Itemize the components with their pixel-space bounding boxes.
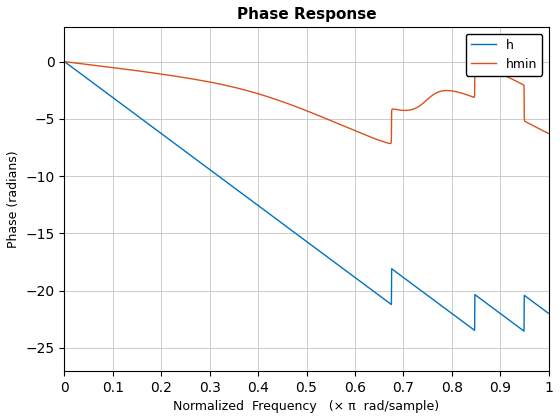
Legend: h, hmin: h, hmin	[466, 34, 543, 76]
hmin	[545, 131, 552, 136]
hmin	[201, 79, 208, 84]
hmin	[303, 108, 310, 113]
h	[312, 246, 319, 251]
X-axis label: Normalized  Frequency   (× π  rad/sample): Normalized Frequency (× π rad/sample)	[174, 400, 440, 413]
hmin	[312, 112, 319, 117]
hmin	[246, 89, 253, 94]
Line: hmin: hmin	[64, 62, 548, 144]
Y-axis label: Phase (radians): Phase (radians)	[7, 150, 20, 248]
h	[201, 163, 208, 168]
hmin	[418, 102, 424, 108]
Line: h: h	[64, 62, 548, 331]
h	[521, 328, 528, 333]
h	[311, 245, 318, 250]
h	[246, 197, 253, 202]
h	[545, 311, 552, 316]
h	[303, 239, 310, 244]
hmin	[387, 141, 394, 146]
h	[61, 59, 68, 64]
h	[417, 288, 424, 293]
hmin	[311, 112, 318, 117]
Title: Phase Response: Phase Response	[237, 7, 376, 22]
hmin	[61, 59, 68, 64]
